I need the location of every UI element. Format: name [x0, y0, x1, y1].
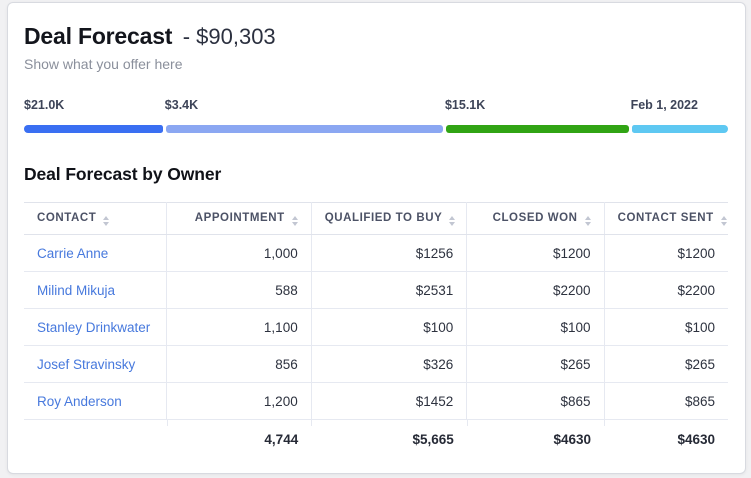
contact-sent-value: $865 — [604, 382, 728, 420]
closed-won-value: $265 — [466, 345, 605, 383]
segment-label-closed: $15.1K — [444, 98, 486, 112]
progress-segment-3[interactable] — [445, 125, 629, 133]
table-row: Carrie Anne 1,000 $1256 $1200 $1200 — [24, 234, 728, 272]
section-title: Deal Forecast by Owner — [24, 164, 222, 184]
closed-won-value: $2200 — [466, 271, 605, 309]
closed-won-value: $1200 — [466, 234, 605, 272]
segment-label-appointment: $21.0K — [24, 98, 65, 112]
qualified-value: $326 — [311, 345, 468, 383]
appointment-value: 1,200 — [166, 382, 312, 420]
progress-bar-track — [24, 125, 728, 133]
closed-won-value: $865 — [466, 382, 605, 420]
sort-icon[interactable] — [584, 215, 591, 226]
sort-icon[interactable] — [103, 215, 110, 226]
sort-icon[interactable] — [449, 215, 456, 226]
segment-label-date: Feb 1, 2022 — [630, 98, 698, 112]
forecast-progress-bar: $21.0K $3.4K $15.1K Feb 1, 2022 — [24, 96, 728, 133]
qualified-value: $100 — [311, 308, 468, 346]
sort-icon[interactable] — [720, 215, 727, 226]
column-header-qualified-to-buy[interactable]: QUALIFIED TO BUY — [311, 202, 468, 235]
column-header-closed-won[interactable]: CLOSED WON — [466, 202, 605, 235]
contact-link[interactable]: Josef Stravinsky — [37, 356, 136, 372]
qualified-value: $2531 — [311, 271, 468, 309]
column-header-appointment[interactable]: APPOINTMENT — [166, 202, 312, 235]
column-header-contact-sent[interactable]: CONTACT SENT — [604, 202, 728, 235]
table-row: Milind Mikuja 588 $2531 $2200 $2200 — [24, 271, 728, 309]
progress-segment-1[interactable] — [24, 125, 163, 133]
total-qualified: $5,665 — [311, 419, 467, 460]
table-row: Stanley Drinkwater 1,100 $100 $100 $100 — [24, 308, 728, 346]
sort-icon[interactable] — [291, 215, 298, 226]
progress-segment-4[interactable] — [631, 125, 728, 133]
contact-link[interactable]: Stanley Drinkwater — [37, 319, 151, 335]
appointment-value: 1,100 — [166, 308, 312, 346]
total-closed-won: $4630 — [466, 419, 605, 460]
contact-sent-value: $2200 — [604, 271, 728, 309]
segment-label-qualified: $3.4K — [164, 98, 199, 112]
progress-segment-2[interactable] — [166, 125, 443, 133]
appointment-value: 588 — [166, 271, 312, 309]
contact-sent-value: $100 — [604, 308, 728, 346]
page-title-text: Deal Forecast — [24, 23, 173, 49]
contact-link[interactable]: Roy Anderson — [37, 393, 122, 409]
contact-sent-value: $265 — [604, 345, 728, 383]
contact-sent-value: $1200 — [604, 234, 728, 272]
page-title: Deal Forecast - $90,303 — [24, 23, 728, 50]
contact-link[interactable]: Carrie Anne — [37, 245, 109, 261]
table-row: Roy Anderson 1,200 $1452 $865 $865 — [24, 382, 728, 420]
page-subtitle: Show what you offer here — [24, 56, 183, 72]
qualified-value: $1452 — [311, 382, 468, 420]
column-header-contact[interactable]: CONTACT — [24, 202, 168, 235]
appointment-value: 856 — [166, 345, 312, 383]
closed-won-value: $100 — [466, 308, 605, 346]
table-header-row: CONTACT APPOINTMENT QUALIFIED TO BUY CLO… — [24, 202, 728, 235]
appointment-value: 1,000 — [166, 234, 312, 272]
total-contact-sent: $4630 — [604, 419, 728, 460]
contact-link[interactable]: Milind Mikuja — [37, 282, 116, 298]
forecast-amount: - $90,303 — [182, 24, 276, 49]
totals-row: 4,744 $5,665 $4630 $4630 — [24, 419, 728, 460]
total-appointment: 4,744 — [166, 419, 312, 460]
table-row: Josef Stravinsky 856 $326 $265 $265 — [24, 345, 728, 383]
progress-bar-labels: $21.0K $3.4K $15.1K Feb 1, 2022 — [24, 96, 728, 114]
qualified-value: $1256 — [311, 234, 468, 272]
deal-forecast-card: Deal Forecast - $90,303 Show what you of… — [7, 2, 746, 474]
deal-forecast-table: CONTACT APPOINTMENT QUALIFIED TO BUY CLO… — [24, 202, 728, 460]
totals-empty-cell — [24, 420, 167, 460]
